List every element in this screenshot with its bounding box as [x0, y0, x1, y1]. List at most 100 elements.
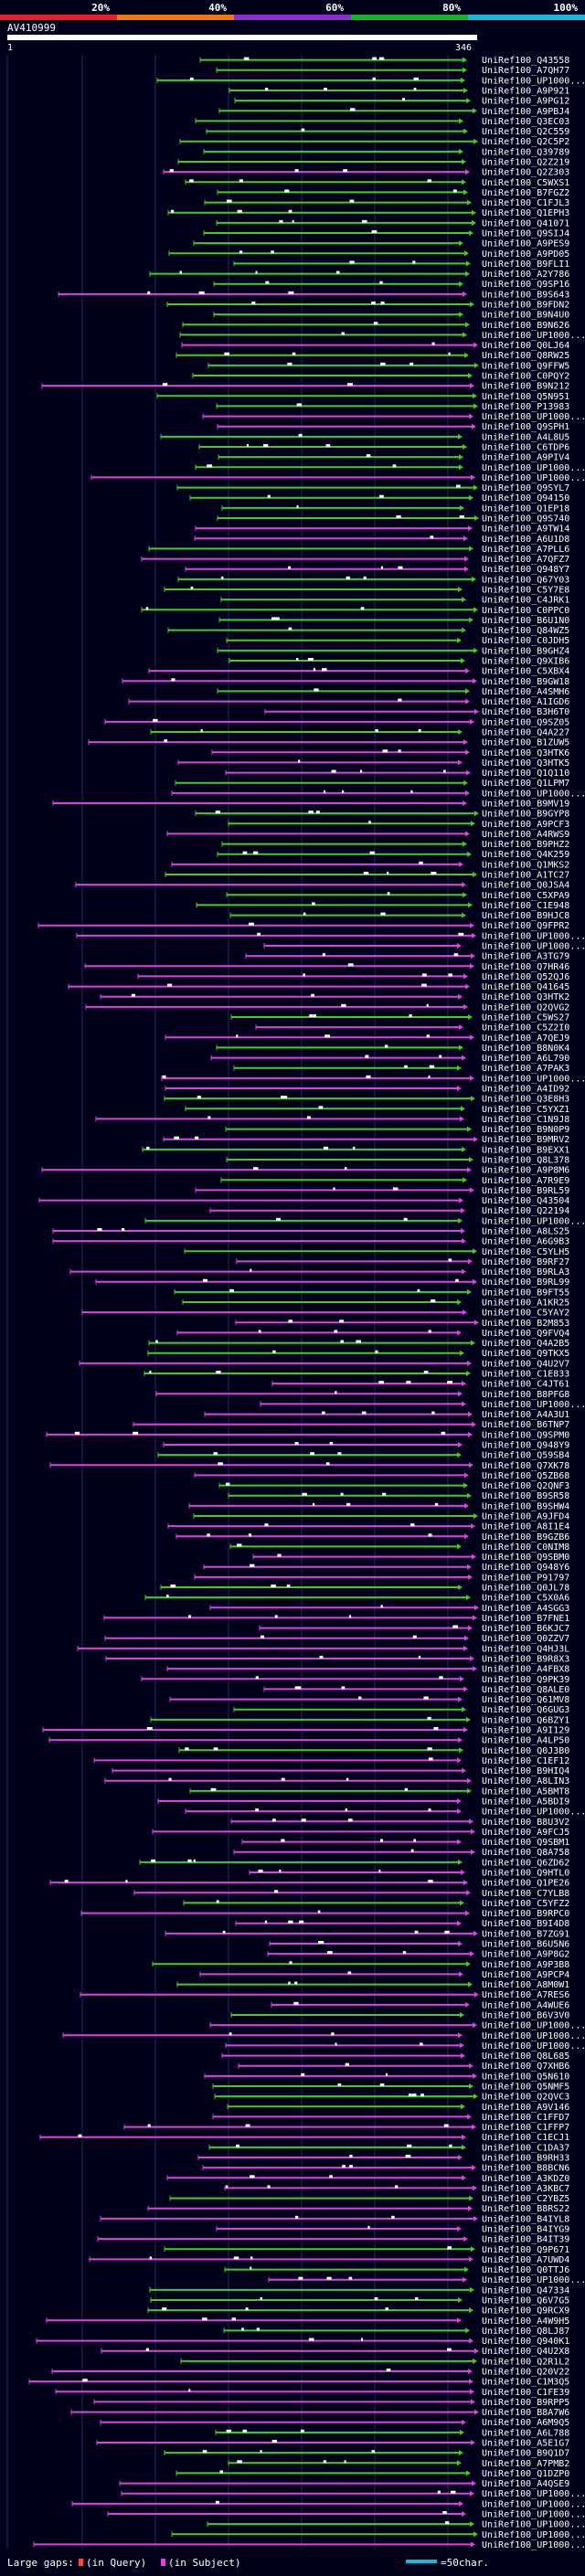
hit-row[interactable]: UniRef100_B9GW18	[122, 677, 569, 687]
hit-label[interactable]: UniRef100_Q1EP18	[482, 504, 569, 514]
hit-label[interactable]: UniRef100_A6L788	[482, 2428, 569, 2438]
hit-row[interactable]: UniRef100_UP1000...	[202, 412, 585, 422]
hit-label[interactable]: UniRef100_Q2QNF3	[482, 1481, 569, 1491]
hit-label[interactable]: UniRef100_B9N212	[482, 382, 569, 392]
hit-label[interactable]: UniRef100_P91797	[482, 1573, 569, 1583]
hit-label[interactable]: UniRef100_Q1MKS2	[482, 860, 569, 870]
hit-label[interactable]: UniRef100_B9HJC8	[482, 911, 569, 921]
hit-label[interactable]: UniRef100_A1KR25	[482, 1299, 569, 1309]
hit-label[interactable]: UniRef100_A4SMH6	[482, 687, 569, 697]
hit-label[interactable]: UniRef100_B9N0P9	[482, 1125, 569, 1135]
hit-row[interactable]: UniRef100_B8N0K4	[216, 1044, 569, 1054]
hit-label[interactable]: UniRef100_A8M0W1	[482, 1980, 569, 1990]
hit-label[interactable]: UniRef100_Q0TTJ6	[482, 2265, 569, 2275]
hit-label[interactable]: UniRef100_A4SGG3	[482, 1604, 569, 1614]
hit-row[interactable]: UniRef100_C5X0A6	[144, 1594, 569, 1604]
hit-row[interactable]: UniRef100_A9FCJ5	[152, 1828, 569, 1838]
hit-row[interactable]: UniRef100_A9P8M6	[41, 1166, 569, 1176]
hit-row[interactable]: UniRef100_B9RH33	[197, 2154, 569, 2164]
hit-row[interactable]: UniRef100_Q6ZD62	[139, 1858, 569, 1868]
hit-label[interactable]: UniRef100_B9GW18	[482, 677, 569, 687]
hit-label[interactable]: UniRef100_C1N9J8	[482, 1115, 569, 1125]
hit-label[interactable]: UniRef100_Q2Z303	[482, 168, 569, 178]
hit-label[interactable]: UniRef100_C1EF12	[482, 1756, 569, 1766]
hit-row[interactable]: UniRef100_B9GZB6	[176, 1532, 569, 1542]
hit-label[interactable]: UniRef100_Q948Y7	[482, 565, 569, 575]
hit-label[interactable]: UniRef100_Q6V7G5	[482, 2296, 569, 2306]
hit-row[interactable]: UniRef100_Q1EP18	[221, 504, 569, 514]
hit-row[interactable]: UniRef100_B4IYG9	[216, 2225, 569, 2235]
hit-row[interactable]: UniRef100_A8LS25	[52, 1227, 569, 1237]
hit-row[interactable]: UniRef100_UP1000...	[33, 2540, 585, 2550]
hit-row[interactable]: UniRef100_B8A7W6	[70, 2408, 569, 2418]
hit-row[interactable]: UniRef100_Q940K1	[36, 2337, 569, 2347]
hit-label[interactable]: UniRef100_Q6ZD62	[482, 1858, 569, 1868]
hit-label[interactable]: UniRef100_Q1Q110	[482, 769, 569, 779]
hit-label[interactable]: UniRef100_Q0LJ64	[482, 341, 569, 351]
hit-label[interactable]: UniRef100_B7FNE1	[482, 1614, 569, 1624]
hit-row[interactable]: UniRef100_C6TDP6	[198, 443, 569, 453]
hit-label[interactable]: UniRef100_A9V146	[482, 2103, 569, 2113]
hit-label[interactable]: UniRef100_Q3HTK5	[482, 758, 569, 769]
hit-label[interactable]: UniRef100_C5YXZ1	[482, 1105, 569, 1115]
hit-label[interactable]: UniRef100_UP1000...	[482, 2520, 585, 2530]
hit-row[interactable]: UniRef100_A7PMB2	[228, 2459, 569, 2469]
hit-row[interactable]: UniRef100_A9PES9	[193, 239, 569, 249]
hit-label[interactable]: UniRef100_A3KDZ0	[482, 2174, 569, 2184]
hit-row[interactable]: UniRef100_Q39789	[203, 147, 569, 157]
hit-row[interactable]: UniRef100_A8LIN3	[104, 1776, 569, 1786]
hit-row[interactable]: UniRef100_Q948Y6	[203, 1563, 569, 1573]
hit-label[interactable]: UniRef100_C5YFZ2	[482, 1899, 569, 1909]
hit-label[interactable]: UniRef100_Q940K1	[482, 2337, 569, 2347]
hit-row[interactable]: UniRef100_B7FGZ2	[217, 188, 569, 198]
hit-label[interactable]: UniRef100_B9R8X3	[482, 1655, 569, 1665]
hit-label[interactable]: UniRef100_B4IT39	[482, 2235, 569, 2245]
hit-label[interactable]: UniRef100_A7R9E9	[482, 1176, 569, 1186]
hit-label[interactable]: UniRef100_Q22194	[482, 1206, 569, 1216]
hit-row[interactable]: UniRef100_Q41645	[68, 982, 569, 992]
hit-row[interactable]: UniRef100_Q6V7G5	[150, 2296, 569, 2306]
hit-row[interactable]: UniRef100_B6KJC7	[259, 1624, 569, 1634]
hit-row[interactable]: UniRef100_Q9SBM0	[252, 1553, 569, 1563]
hit-row[interactable]: UniRef100_A1KR25	[182, 1299, 569, 1309]
hit-row[interactable]: UniRef100_Q4U2V7	[79, 1359, 569, 1369]
hit-row[interactable]: UniRef100_B9R8X3	[105, 1655, 569, 1665]
hit-row[interactable]: UniRef100_Q59SB4	[157, 1451, 569, 1461]
hit-label[interactable]: UniRef100_B9RPP5	[482, 2398, 569, 2408]
hit-row[interactable]: UniRef100_Q2Z303	[163, 168, 569, 178]
hit-label[interactable]: UniRef100_A9PCP4	[482, 1970, 569, 1980]
hit-label[interactable]: UniRef100_A4L8U5	[482, 432, 569, 442]
hit-row[interactable]: UniRef100_Q3HTK6	[211, 748, 569, 758]
hit-label[interactable]: UniRef100_Q3EC03	[482, 117, 569, 127]
hit-row[interactable]: UniRef100_A7RES6	[80, 1990, 569, 2000]
hit-label[interactable]: UniRef100_A6M9Q5	[482, 2418, 569, 2428]
hit-label[interactable]: UniRef100_B8PFG8	[482, 1390, 569, 1400]
hit-label[interactable]: UniRef100_Q3E8H3	[482, 1095, 569, 1105]
hit-label[interactable]: UniRef100_Q9P671	[482, 2245, 569, 2255]
hit-label[interactable]: UniRef100_Q948Y9	[482, 1441, 569, 1451]
hit-label[interactable]: UniRef100_C5WS27	[482, 1013, 569, 1023]
hit-row[interactable]: UniRef100_UP1000...	[161, 1074, 585, 1084]
hit-row[interactable]: UniRef100_C1E833	[144, 1370, 569, 1380]
hit-row[interactable]: UniRef100_B9RPP5	[93, 2398, 569, 2408]
hit-row[interactable]: UniRef100_UP1000...	[171, 789, 585, 799]
hit-label[interactable]: UniRef100_B4IYG9	[482, 2225, 569, 2235]
hit-label[interactable]: UniRef100_Q1EPH3	[482, 208, 569, 218]
hit-label[interactable]: UniRef100_C1E948	[482, 901, 569, 911]
hit-label[interactable]: UniRef100_B9MV19	[482, 800, 569, 810]
hit-label[interactable]: UniRef100_Q8ALE0	[482, 1685, 569, 1695]
hit-row[interactable]: UniRef100_A9PG12	[234, 97, 569, 107]
hit-row[interactable]: UniRef100_Q6GUG3	[233, 1705, 569, 1715]
hit-row[interactable]: UniRef100_UP1000...	[144, 1216, 585, 1226]
hit-row[interactable]: UniRef100_UP1000...	[121, 2489, 585, 2499]
hit-row[interactable]: UniRef100_C4JRK1	[220, 596, 569, 606]
hit-row[interactable]: UniRef100_C5XPA9	[226, 891, 569, 901]
hit-row[interactable]: UniRef100_A5BDI9	[157, 1797, 569, 1807]
hit-label[interactable]: UniRef100_Q8L685	[482, 2051, 569, 2062]
hit-label[interactable]: UniRef100_A5BMT8	[482, 1786, 569, 1797]
hit-row[interactable]: UniRef100_B9RPC0	[80, 1909, 569, 1919]
hit-row[interactable]: UniRef100_A6L790	[210, 1054, 569, 1064]
hit-row[interactable]: UniRef100_A9P921	[229, 87, 569, 97]
hit-label[interactable]: UniRef100_Q2C559	[482, 127, 569, 137]
hit-label[interactable]: UniRef100_Q0ZZV7	[482, 1634, 569, 1644]
